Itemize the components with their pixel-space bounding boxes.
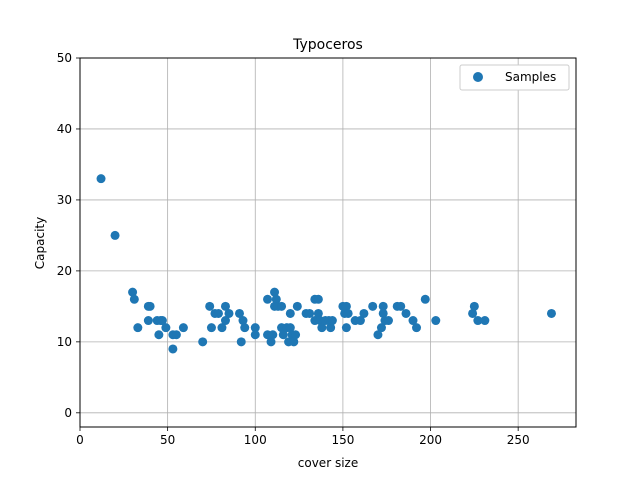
data-point [473,316,483,326]
data-point [220,316,230,326]
data-point [343,308,353,318]
data-point [408,316,418,326]
data-point [198,337,208,347]
plot-frame [79,57,577,428]
data-point [271,294,281,304]
data-point [266,337,276,347]
data-point [277,301,287,311]
data-point [317,323,327,333]
data-point [206,323,216,333]
data-point [341,323,351,333]
x-tick-label: 200 [419,433,442,447]
y-tick-label: 40 [57,122,72,136]
data-point [412,323,422,333]
data-point [250,330,260,340]
data-point [341,301,351,311]
data-point [469,301,479,311]
x-tick-label: 0 [76,433,84,447]
data-point [285,308,295,318]
data-point [234,308,244,318]
data-point [326,323,336,333]
x-tick-label: 100 [244,433,267,447]
data-point [133,323,143,333]
data-point [145,301,155,311]
x-tick-label: 250 [507,433,530,447]
data-point [110,230,120,240]
points-layer [96,174,556,354]
y-tick-label: 50 [57,51,72,65]
y-tick-label: 20 [57,264,72,278]
legend-box [459,64,570,91]
data-point [305,308,315,318]
data-point [250,323,260,333]
data-point [378,308,388,318]
data-point [480,316,490,326]
legend: Samples [459,64,570,91]
data-point [268,330,278,340]
data-point [143,316,153,326]
data-point [327,316,337,326]
data-point [157,316,167,326]
data-point [285,323,295,333]
y-tick-label: 30 [57,193,72,207]
data-point [359,308,369,318]
y-tick-label: 10 [57,335,72,349]
data-point [291,330,301,340]
data-point [292,301,302,311]
data-point [368,301,378,311]
data-point [270,287,280,297]
data-point [396,301,406,311]
data-point [154,330,164,340]
chart-title: Typoceros [292,37,363,53]
data-point [468,308,478,318]
data-point [263,294,273,304]
y-tick-label: 0 [64,406,72,420]
tick-layer: 0 50 100 150 200 250 0 10 20 30 40 50 [57,51,530,447]
data-point [420,294,430,304]
data-point [313,294,323,304]
x-tick-label: 50 [160,433,175,447]
data-point [224,308,234,318]
y-axis-label: Capacity [33,217,47,269]
data-point [431,316,441,326]
data-point [128,287,138,297]
data-point [355,316,365,326]
data-point [129,294,139,304]
data-point [378,301,388,311]
data-point [240,323,250,333]
data-point [546,308,556,318]
data-point [383,316,393,326]
data-point [220,301,230,311]
data-point [238,316,248,326]
data-point [217,323,227,333]
data-point [313,308,323,318]
grid-layer [79,57,576,427]
data-point [205,301,215,311]
legend-label: Samples [505,70,556,84]
x-tick-label: 150 [331,433,354,447]
data-point [213,308,223,318]
data-point [373,330,383,340]
legend-marker [473,72,483,82]
data-point [168,344,178,354]
data-point [161,323,171,333]
data-point [96,174,106,184]
data-point [236,337,246,347]
data-point [278,330,288,340]
data-point [289,337,299,347]
x-axis-label: cover size [298,456,358,470]
data-point [401,308,411,318]
data-point [376,323,386,333]
data-point [178,323,188,333]
data-point [171,330,181,340]
